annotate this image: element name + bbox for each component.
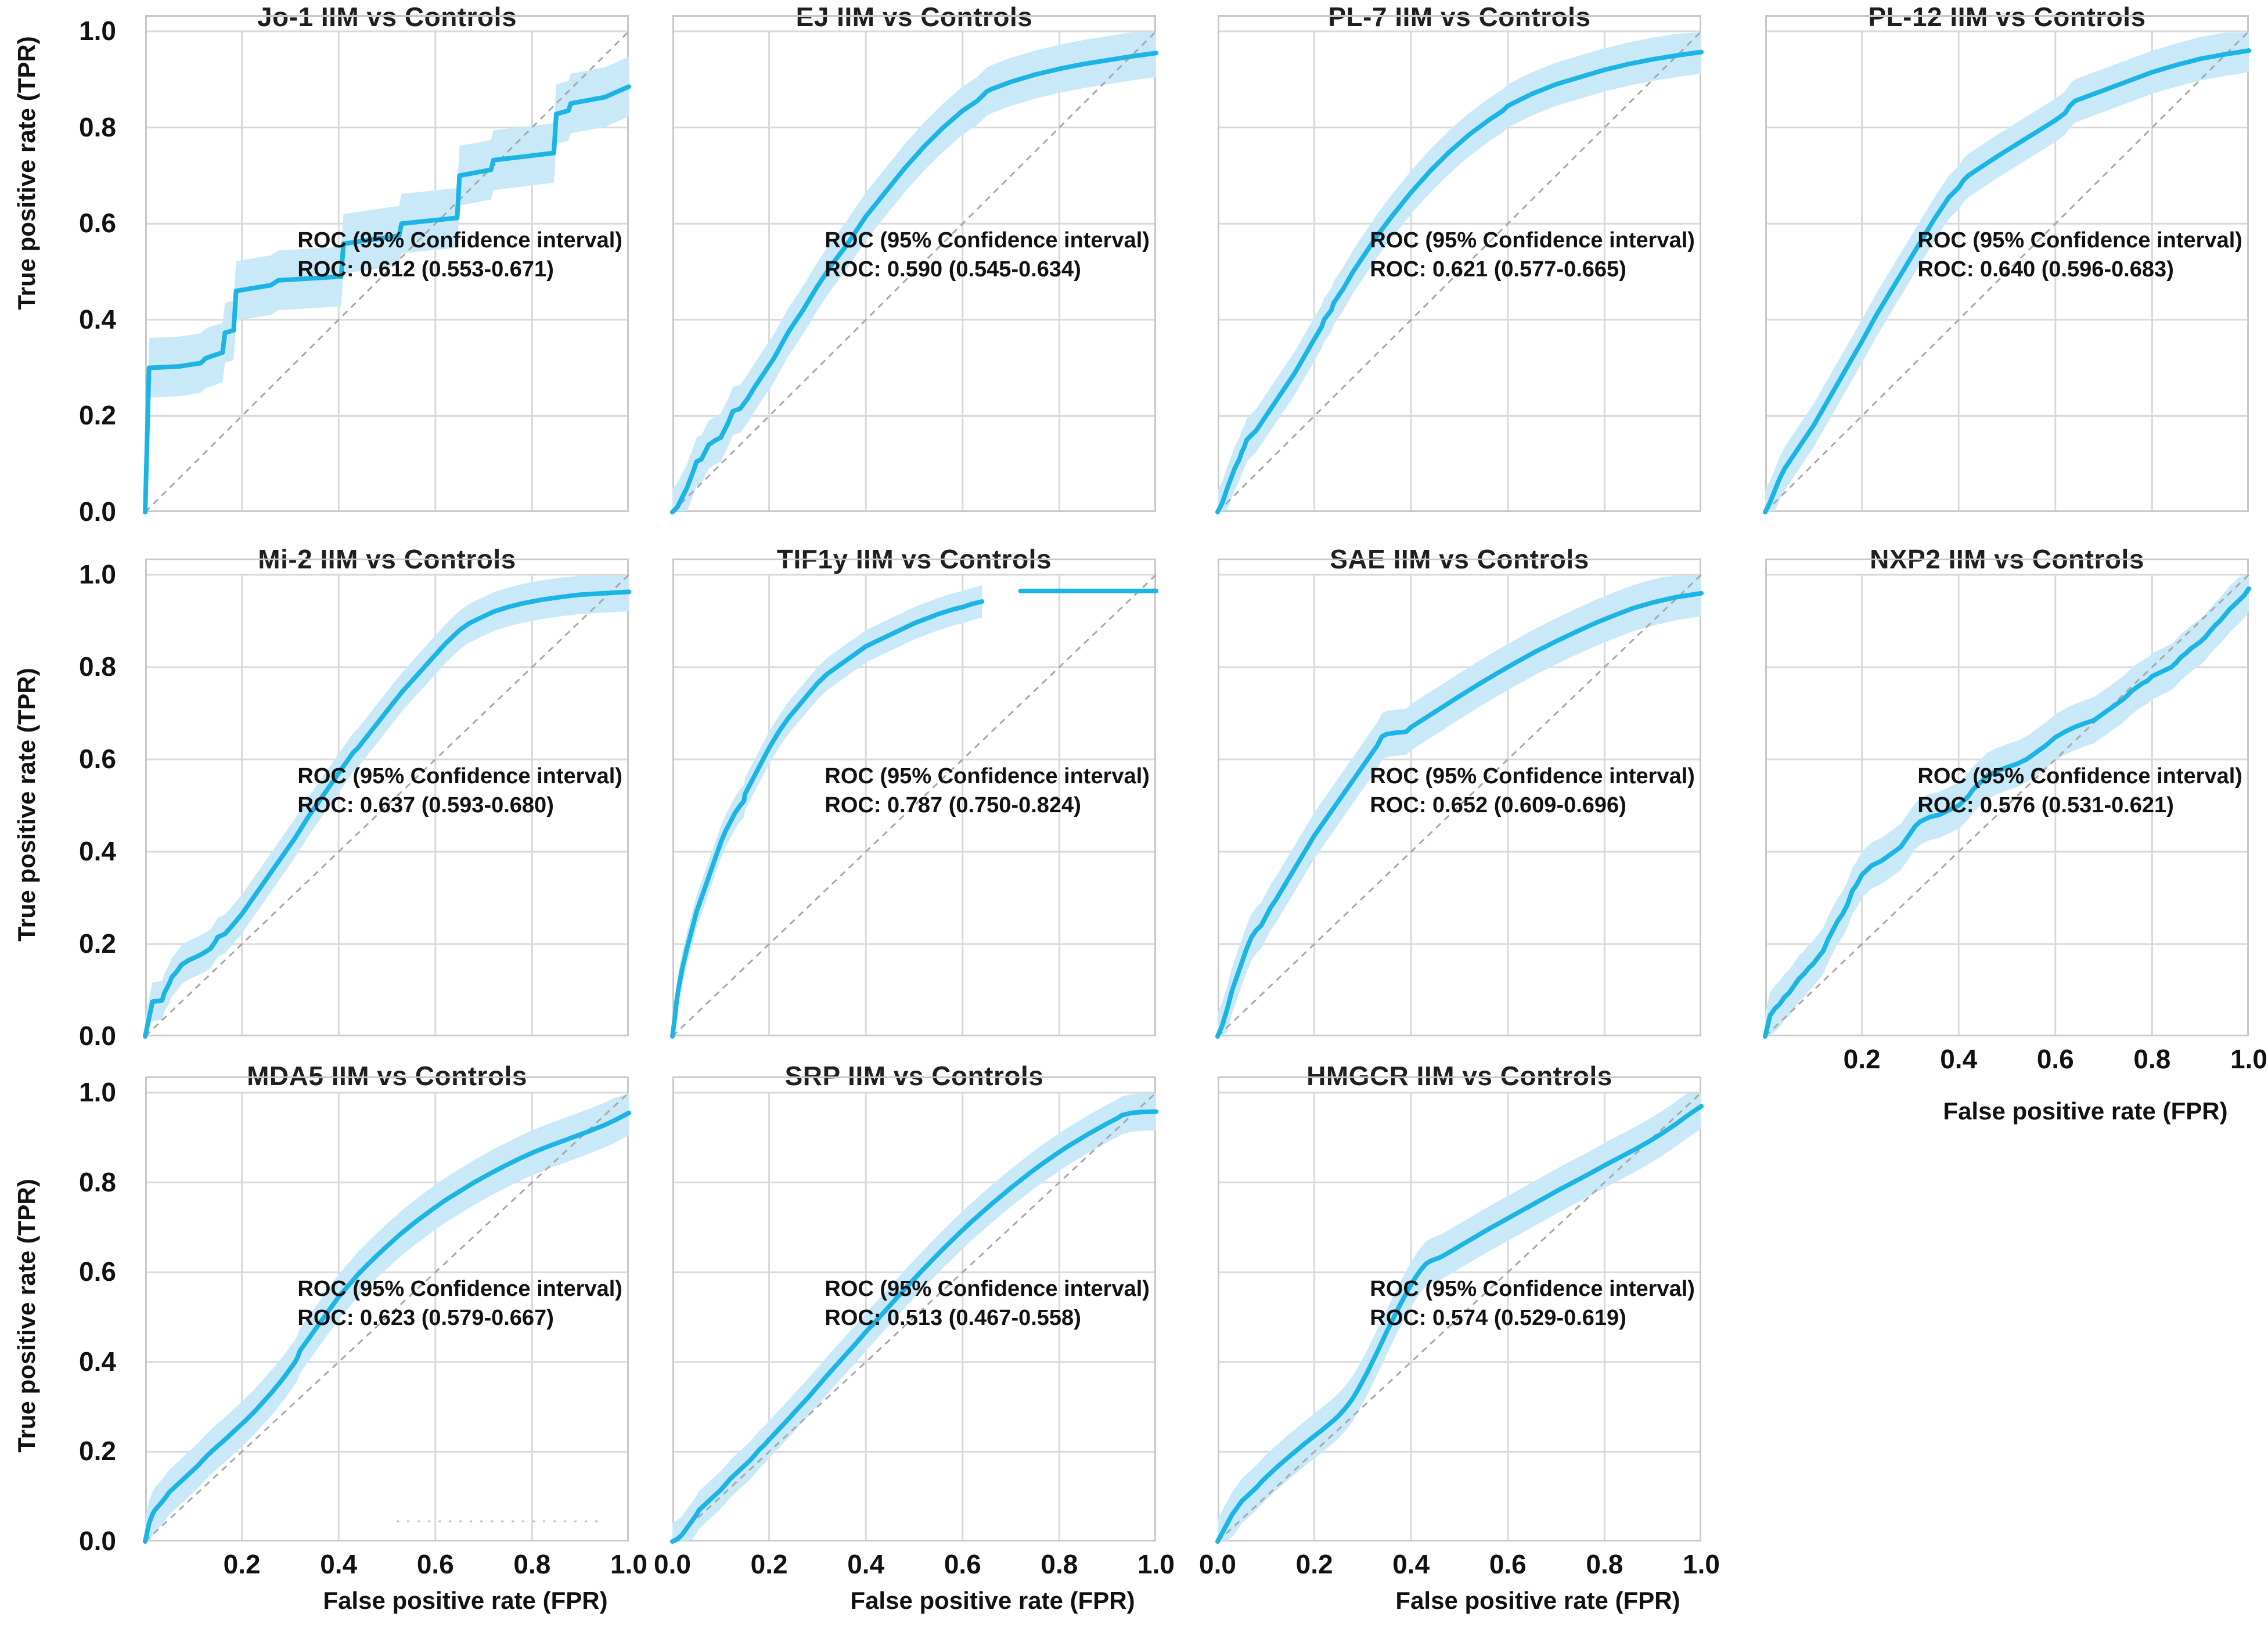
x-tick-label-mda5-0.2: 0.2: [223, 1549, 261, 1579]
roc-annotation-srp: ROC (95% Confidence interval) ROC: 0.513 …: [825, 1274, 1150, 1332]
x-tick-label-nxp2-0.4: 0.4: [1940, 1044, 1978, 1074]
x-tick-label-srp-1.0: 1.0: [1137, 1549, 1175, 1579]
x-tick-label-srp-0.6: 0.6: [944, 1549, 981, 1579]
roc-annotation-ej: ROC (95% Confidence interval) ROC: 0.590 …: [825, 226, 1150, 284]
x-axis-title-srp: False positive rate (FPR): [850, 1587, 1135, 1614]
roc-annotation-pl12: ROC (95% Confidence interval) ROC: 0.640 …: [1917, 226, 2242, 284]
roc-chart-mda5: [143, 1076, 631, 1544]
y-axis-title-row3: True positive rate (TPR): [13, 1179, 40, 1453]
roc-annotation-header: ROC (95% Confidence interval): [825, 1277, 1150, 1302]
y-tick-label-mda5-0.2: 0.2: [79, 1436, 116, 1467]
x-tick-label-hmgcr-0.2: 0.2: [1295, 1549, 1333, 1579]
roc-annotation-value: ROC: 0.621 (0.577-0.665): [1370, 257, 1626, 282]
x-tick-label-nxp2-0.6: 0.6: [2036, 1044, 2074, 1074]
roc-chart-ej: [670, 15, 1158, 514]
roc-annotation-nxp2: ROC (95% Confidence interval) ROC: 0.576 …: [1917, 762, 2242, 820]
x-tick-label-mda5-0.4: 0.4: [320, 1549, 358, 1579]
x-tick-label-hmgcr-1.0: 1.0: [1683, 1549, 1720, 1579]
y-tick-label-jo1-0.2: 0.2: [79, 400, 116, 431]
roc-chart-srp: [670, 1076, 1158, 1544]
y-tick-label-jo1-1.0: 1.0: [79, 16, 116, 46]
y-tick-label-mda5-1.0: 1.0: [79, 1077, 116, 1107]
panel-title-srp: SRP IIM vs Controls: [784, 1061, 1044, 1091]
roc-chart-mi2: [143, 559, 631, 1039]
x-axis-title-nxp2: False positive rate (FPR): [1943, 1097, 2228, 1125]
roc-chart-tif1y: [670, 559, 1158, 1039]
x-tick-label-mda5-0.6: 0.6: [416, 1549, 454, 1579]
roc-annotation-hmgcr: ROC (95% Confidence interval) ROC: 0.574 …: [1370, 1274, 1695, 1332]
y-tick-label-mda5-0.6: 0.6: [79, 1256, 116, 1287]
roc-annotation-tif1y: ROC (95% Confidence interval) ROC: 0.787 …: [825, 762, 1150, 820]
x-axis-title-mda5: False positive rate (FPR): [323, 1587, 608, 1614]
x-tick-label-srp-0.8: 0.8: [1041, 1549, 1078, 1579]
x-tick-label-hmgcr-0.8: 0.8: [1586, 1549, 1623, 1579]
roc-annotation-pl7: ROC (95% Confidence interval) ROC: 0.621 …: [1370, 226, 1695, 284]
y-tick-label-jo1-0.4: 0.4: [79, 304, 116, 334]
roc-annotation-value: ROC: 0.590 (0.545-0.634): [825, 257, 1081, 282]
roc-annotation-header: ROC (95% Confidence interval): [297, 228, 622, 253]
roc-annotation-value: ROC: 0.637 (0.593-0.680): [297, 793, 554, 818]
y-tick-label-mi2-0.4: 0.4: [79, 836, 116, 866]
roc-annotation-value: ROC: 0.640 (0.596-0.683): [1917, 257, 2174, 282]
roc-annotation-header: ROC (95% Confidence interval): [825, 763, 1150, 788]
y-tick-label-jo1-0.8: 0.8: [79, 111, 116, 142]
x-tick-label-hmgcr-0.4: 0.4: [1392, 1549, 1430, 1579]
x-tick-label-srp-0.0: 0.0: [654, 1549, 691, 1579]
roc-annotation-value: ROC: 0.576 (0.531-0.621): [1917, 793, 2174, 818]
roc-annotation-value: ROC: 0.623 (0.579-0.667): [297, 1306, 554, 1331]
x-tick-label-nxp2-0.2: 0.2: [1843, 1044, 1881, 1074]
roc-annotation-header: ROC (95% Confidence interval): [1917, 763, 2242, 788]
roc-annotation-value: ROC: 0.574 (0.529-0.619): [1370, 1306, 1626, 1331]
y-tick-label-mi2-0.0: 0.0: [79, 1021, 116, 1051]
roc-annotation-value: ROC: 0.652 (0.609-0.696): [1370, 793, 1626, 818]
x-tick-label-hmgcr-0.6: 0.6: [1489, 1549, 1527, 1579]
roc-annotation-sae: ROC (95% Confidence interval) ROC: 0.652 …: [1370, 762, 1695, 820]
x-tick-label-nxp2-0.8: 0.8: [2133, 1044, 2171, 1074]
roc-chart-nxp2: [1763, 559, 2251, 1039]
x-tick-label-nxp2-1.0: 1.0: [2230, 1044, 2267, 1074]
roc-annotation-mi2: ROC (95% Confidence interval) ROC: 0.637 …: [297, 762, 622, 820]
roc-annotation-header: ROC (95% Confidence interval): [825, 228, 1150, 253]
y-tick-label-mi2-0.6: 0.6: [79, 744, 116, 774]
roc-chart-pl12: [1763, 15, 2251, 514]
y-tick-label-mda5-0.8: 0.8: [79, 1166, 116, 1197]
roc-annotation-header: ROC (95% Confidence interval): [297, 1277, 622, 1302]
roc-chart-pl7: [1215, 15, 1704, 514]
roc-annotation-header: ROC (95% Confidence interval): [297, 763, 622, 788]
roc-annotation-value: ROC: 0.612 (0.553-0.671): [297, 257, 554, 282]
roc-annotation-header: ROC (95% Confidence interval): [1370, 763, 1695, 788]
roc-annotation-header: ROC (95% Confidence interval): [1370, 228, 1695, 253]
panel-title-hmgcr: HMGCR IIM vs Controls: [1306, 1061, 1612, 1091]
roc-chart-sae: [1215, 559, 1704, 1039]
y-axis-title-row2: True positive rate (TPR): [13, 668, 40, 942]
x-axis-title-hmgcr: False positive rate (FPR): [1395, 1587, 1680, 1614]
roc-annotation-value: ROC: 0.787 (0.750-0.824): [825, 793, 1081, 818]
panel-title-mda5: MDA5 IIM vs Controls: [247, 1061, 527, 1091]
y-tick-label-mda5-0.4: 0.4: [79, 1346, 116, 1377]
y-tick-label-jo1-0.0: 0.0: [79, 496, 116, 527]
x-tick-label-mda5-0.8: 0.8: [513, 1549, 551, 1579]
roc-annotation-mda5: ROC (95% Confidence interval) ROC: 0.623 …: [297, 1274, 622, 1332]
roc-annotation-value: ROC: 0.513 (0.467-0.558): [825, 1306, 1081, 1331]
x-tick-label-srp-0.2: 0.2: [750, 1549, 788, 1579]
roc-chart-hmgcr: [1215, 1076, 1704, 1544]
y-tick-label-mda5-0.0: 0.0: [79, 1526, 116, 1556]
y-tick-label-mi2-1.0: 1.0: [79, 559, 116, 589]
roc-chart-jo1: [143, 15, 631, 514]
y-tick-label-jo1-0.6: 0.6: [79, 208, 116, 239]
roc-annotation-jo1: ROC (95% Confidence interval) ROC: 0.612 …: [297, 226, 622, 284]
roc-annotation-header: ROC (95% Confidence interval): [1370, 1277, 1695, 1302]
y-tick-label-mi2-0.2: 0.2: [79, 928, 116, 959]
y-tick-label-mi2-0.8: 0.8: [79, 651, 116, 682]
x-tick-label-mda5-1.0: 1.0: [610, 1549, 647, 1579]
x-tick-label-srp-0.4: 0.4: [847, 1549, 885, 1579]
roc-annotation-header: ROC (95% Confidence interval): [1917, 228, 2242, 253]
x-tick-label-hmgcr-0.0: 0.0: [1199, 1549, 1236, 1579]
